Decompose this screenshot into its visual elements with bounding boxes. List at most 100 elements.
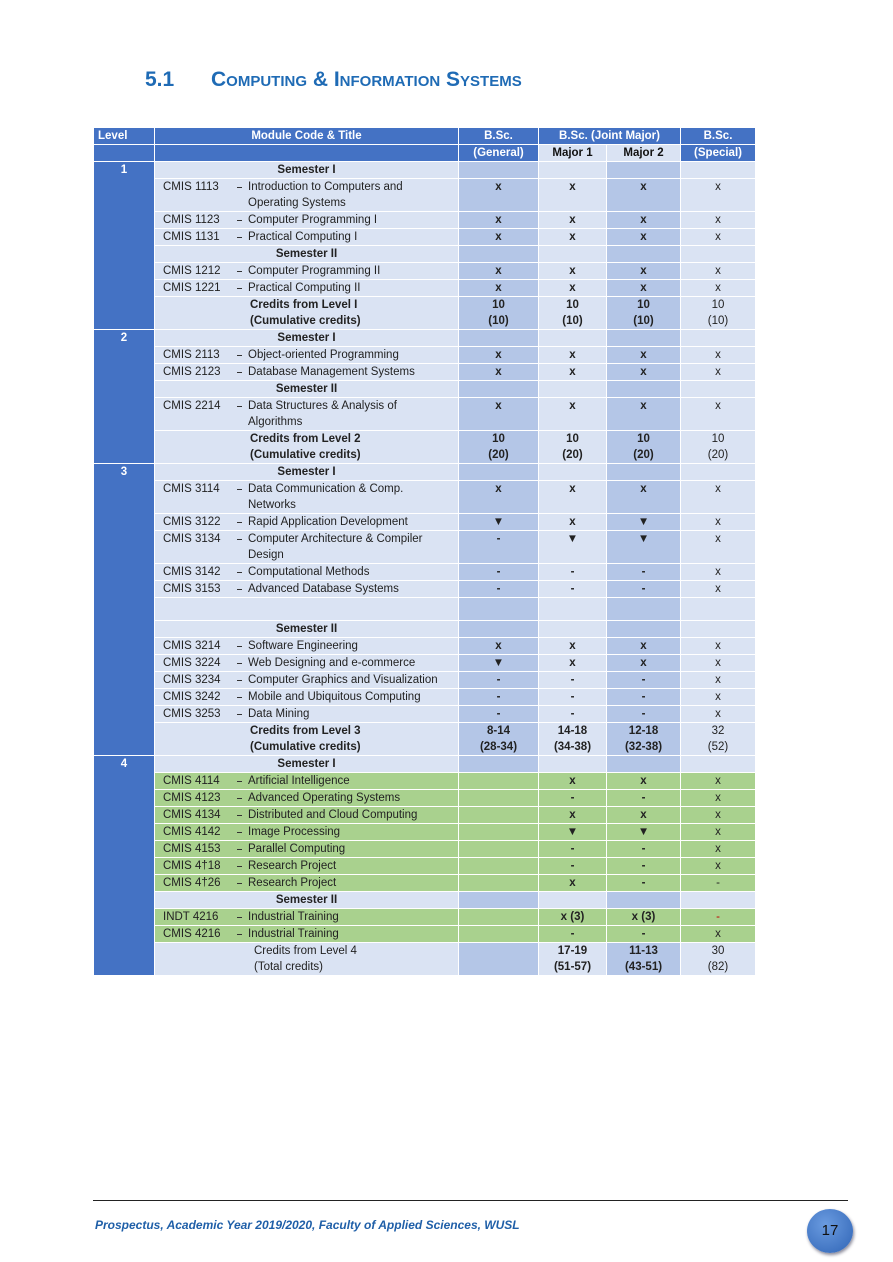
module-cell: CMIS 1131 Practical Computing I	[154, 228, 459, 246]
module-code: CMIS 3224	[163, 657, 221, 669]
value-cell: x	[458, 346, 539, 364]
module-code: CMIS 4153	[163, 843, 221, 855]
separator	[237, 866, 242, 867]
module-cell: CMIS 4123 Advanced Operating Systems	[154, 789, 459, 807]
header-cell	[93, 144, 155, 162]
value-cell: 12-18 (32-38)	[605, 722, 682, 756]
module-cell: CMIS 3114 Data Communication & Comp. Netw…	[154, 480, 459, 514]
value-cell: x	[538, 262, 607, 280]
table-row: CMIS 1123 Computer Programming I x x x x	[94, 211, 757, 229]
cell-value: -	[641, 674, 646, 686]
cell-value: x	[715, 483, 721, 495]
value-cell	[680, 463, 757, 481]
value-cell: x	[680, 772, 757, 790]
section-title: Computing & Information Systems	[211, 68, 522, 91]
module-code: CMIS 1212	[163, 265, 221, 277]
cell-value: x	[495, 483, 502, 495]
module-title: Computer Programming I	[248, 214, 378, 226]
separator	[237, 680, 242, 681]
cell-value: x	[569, 349, 576, 361]
value-cell: 10 (20)	[680, 430, 757, 464]
table-row: CMIS 3153 Advanced Database Systems - - - x	[94, 580, 757, 598]
cell-value: x	[495, 231, 502, 243]
credit-value: 17-19	[557, 945, 588, 957]
semester-label: Semester I	[277, 332, 336, 344]
cell-value: x	[715, 400, 721, 412]
cell-value: x	[640, 775, 647, 787]
value-cell: ▼	[538, 823, 607, 841]
table-row: CMIS 4†18 Research Project - - x	[94, 857, 757, 875]
module-title: Research Project	[248, 860, 337, 872]
credit-value: 12-18	[628, 725, 659, 737]
value-cell: x	[458, 211, 539, 229]
credit-value: (32-38)	[624, 741, 663, 753]
cell-value: ▼	[637, 516, 650, 528]
module-code: CMIS 3242	[163, 691, 221, 703]
module-cell: Credits from Level I (Cumulative credits)	[154, 296, 459, 330]
cell-value: -	[570, 928, 575, 940]
table-row: 1 Semester I	[93, 161, 757, 330]
credit-value: (20)	[707, 449, 729, 461]
module-title: Web Designing and e-commerce	[248, 657, 416, 669]
value-cell	[458, 772, 539, 790]
value-cell: x	[538, 637, 607, 655]
table-row: CMIS 4134 Distributed and Cloud Computing…	[94, 806, 757, 824]
value-cell	[605, 597, 682, 621]
module-code: CMIS 2214	[163, 400, 221, 412]
cell-value: x	[640, 181, 647, 193]
table-row: 2 Semester I	[93, 329, 757, 464]
credit-value: 10	[637, 433, 650, 445]
module-title: Computational Methods	[248, 566, 370, 578]
value-cell: x	[605, 637, 682, 655]
value-cell: -	[458, 705, 539, 723]
table-row: CMIS 4114 Artificial Intelligence x x x	[94, 772, 757, 790]
level-number: 2	[120, 332, 128, 344]
module-code: INDT 4216	[163, 911, 219, 923]
cell-value: x	[640, 657, 647, 669]
value-cell: -	[458, 671, 539, 689]
separator	[237, 798, 242, 799]
value-cell: x	[458, 279, 539, 297]
level-cell: 4	[93, 755, 155, 976]
module-code: CMIS 4†18	[163, 860, 221, 872]
value-cell: -	[605, 688, 682, 706]
value-cell: x	[680, 671, 757, 689]
level-number: 4	[120, 758, 128, 770]
value-cell	[458, 942, 539, 976]
table-row: Semester II	[94, 245, 757, 263]
value-cell	[605, 891, 682, 909]
value-cell: x	[680, 925, 757, 943]
header-cell: Module Code & Title	[154, 127, 459, 145]
module-code: CMIS 1113	[163, 181, 219, 193]
cell-value: x	[715, 691, 721, 703]
module-cell: CMIS 3153 Advanced Database Systems	[154, 580, 459, 598]
value-cell: x	[680, 211, 757, 229]
value-cell	[458, 245, 539, 263]
value-cell	[538, 620, 607, 638]
credit-value: 8-14	[486, 725, 511, 737]
value-cell	[605, 329, 682, 347]
value-cell: -	[538, 840, 607, 858]
value-cell	[458, 925, 539, 943]
value-cell: x	[538, 228, 607, 246]
section-number: 5.1	[145, 68, 175, 91]
credit-value: 10	[566, 433, 579, 445]
separator	[237, 355, 242, 356]
cell-value: -	[641, 792, 646, 804]
credit-value: 30	[711, 945, 725, 957]
value-cell	[605, 755, 682, 773]
module-cell: Semester I	[154, 463, 459, 481]
cell-value: x	[495, 349, 502, 361]
credit-value: (10)	[562, 315, 583, 327]
value-cell: x	[538, 874, 607, 892]
module-cell: Credits from Level 4 (Total credits)	[154, 942, 459, 976]
value-cell: x	[605, 228, 682, 246]
separator	[237, 934, 242, 935]
cell-value: x	[569, 877, 576, 889]
cell-value: ▼	[566, 533, 579, 545]
separator	[237, 589, 242, 590]
credit-value: (20)	[562, 449, 583, 461]
cell-value: x	[569, 657, 576, 669]
module-cell: CMIS 4142 Image Processing	[154, 823, 459, 841]
cell-value: x (3)	[631, 911, 656, 923]
